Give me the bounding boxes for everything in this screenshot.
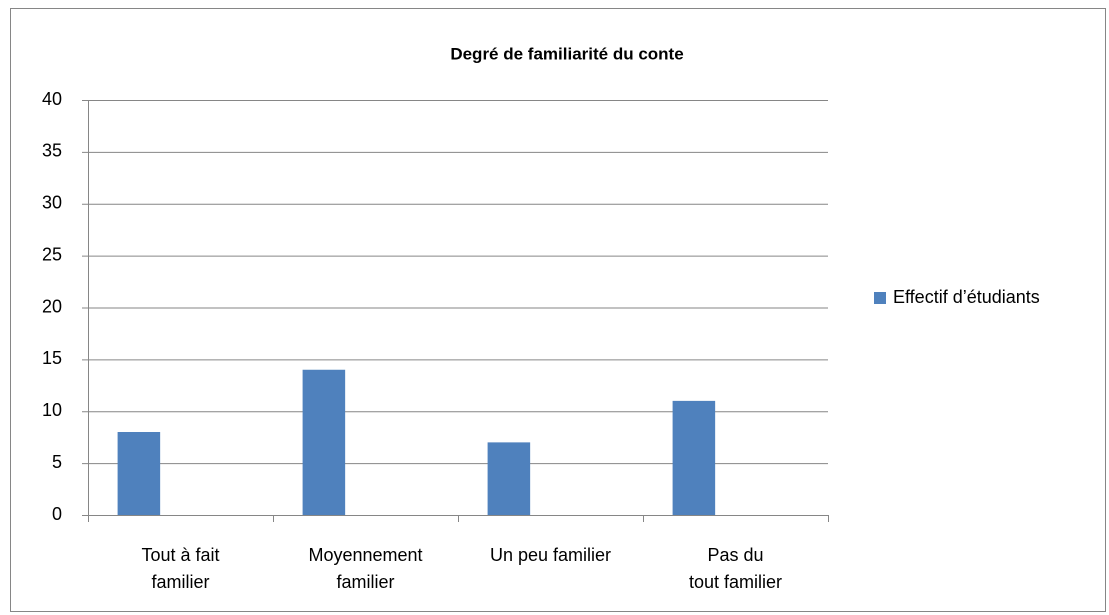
bar — [117, 432, 161, 515]
y-tick-label: 30 — [42, 193, 62, 213]
y-tick-label: 0 — [52, 504, 62, 524]
bar — [487, 442, 531, 515]
chart-title: Degré de familiarité du conte — [450, 44, 683, 63]
x-tick-label: Un peu familier — [490, 545, 611, 565]
y-tick-label: 5 — [52, 452, 62, 472]
legend-swatch — [874, 292, 886, 304]
x-tick-label: Moyennement familier — [308, 545, 422, 592]
chart-border — [10, 8, 1106, 612]
y-tick-label: 40 — [42, 89, 62, 109]
y-tick-label: 35 — [42, 141, 62, 161]
bar — [672, 400, 716, 515]
y-tick-label: 10 — [42, 400, 62, 420]
y-tick-label: 25 — [42, 244, 62, 264]
x-tick-label: Pas du tout familier — [689, 545, 782, 592]
bar — [302, 369, 346, 515]
y-tick-label: 20 — [42, 296, 62, 316]
y-tick-label: 15 — [42, 348, 62, 368]
x-tick-label: Tout à fait familier — [141, 545, 219, 592]
legend-label: Effectif d’étudiants — [893, 287, 1040, 307]
